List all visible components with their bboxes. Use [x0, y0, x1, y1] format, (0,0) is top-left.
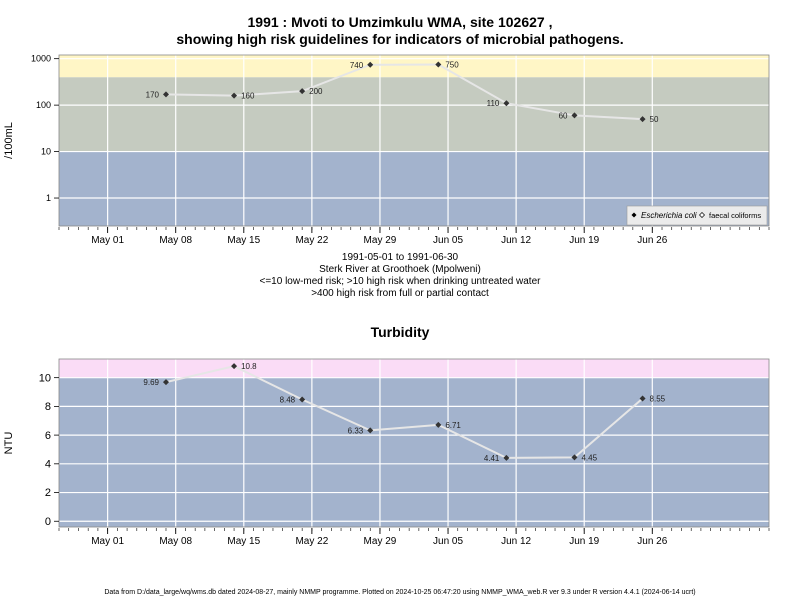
chart2-data-label-3: 6.33 — [348, 426, 364, 435]
chart1-data-point-0 — [162, 91, 169, 98]
chart1-y-axis-label: /100mL — [3, 122, 15, 159]
chart2-xtick-label-0: May 01 — [91, 536, 124, 547]
chart1-risk-band-2 — [59, 55, 769, 78]
chart2-ytick-label-2: 4 — [45, 458, 51, 470]
chart1-data-label-4: 750 — [445, 60, 459, 69]
chart1-caption-site: Sterk River at Groothoek (Mpolweni) — [319, 264, 481, 275]
chart2-data-point-1 — [231, 363, 238, 370]
chart1-xtick-label-2: May 15 — [227, 235, 260, 246]
chart2-data-label-2: 8.48 — [280, 395, 296, 404]
chart2-xtick-label-6: Jun 12 — [501, 536, 531, 547]
chart1-caption-drinking-guideline: <=10 low-med risk; >10 high risk when dr… — [259, 276, 541, 287]
chart2-xtick-label-4: May 29 — [364, 536, 397, 547]
fc-legend-marker — [699, 212, 705, 218]
chart1-legend: Escherichia coli faecal coliforms — [626, 205, 768, 226]
chart2-ytick-label-5: 10 — [39, 372, 51, 384]
chart1-xtick-label-8: Jun 26 — [637, 235, 667, 246]
chart2-risk-band-0 — [59, 377, 769, 527]
chart1-series-line-0 — [165, 63, 643, 121]
chart2-data-point-3 — [367, 427, 374, 434]
ecoli-legend-marker — [631, 212, 637, 218]
chart1-xtick-label-3: May 22 — [295, 235, 328, 246]
turbidity-chart: 0 2 4 6 8 10 May 01 May 08 May 15 May 22 May 29 Jun… — [3, 358, 770, 547]
footer-note: Data from D:/data_large/wq/wms.db dated … — [104, 589, 696, 596]
chart1-data-point-2 — [299, 88, 306, 95]
chart1-risk-band-1 — [59, 77, 769, 152]
chart2-data-point-5 — [503, 454, 510, 461]
chart1-data-point-1 — [231, 92, 238, 99]
ecoli-legend-label: Escherichia coli — [641, 211, 697, 220]
chart1-data-point-5 — [503, 100, 510, 107]
chart1-title-line2: showing high risk guidelines for indicat… — [176, 31, 624, 47]
chart2-xtick-label-2: May 15 — [227, 536, 260, 547]
chart1-title-line1: 1991 : Mvoti to Umzimkulu WMA, site 1026… — [247, 14, 553, 30]
chart2-data-label-7: 8.55 — [650, 394, 666, 403]
chart2-plot-frame — [58, 358, 770, 528]
chart1-data-label-5: 110 — [487, 99, 500, 108]
chart2-series-line-0 — [165, 365, 644, 459]
chart1-xtick-label-6: Jun 12 — [501, 235, 531, 246]
chart1-data-point-6 — [571, 112, 578, 119]
chart2-title: Turbidity — [370, 324, 430, 340]
chart1-xtick-label-0: May 01 — [91, 235, 124, 246]
chart1-xtick-label-7: Jun 19 — [569, 235, 599, 246]
chart1-plot-frame — [58, 54, 770, 227]
chart1-xtick-label-1: May 08 — [159, 235, 192, 246]
chart1-ytick-label-3: 1000 — [31, 54, 51, 64]
chart1-data-point-4 — [435, 61, 442, 68]
chart1-data-point-3 — [367, 61, 374, 68]
chart1-data-point-7 — [639, 116, 646, 123]
chart2-y-axis-label: NTU — [3, 432, 15, 455]
chart1-data-label-0: 170 — [146, 90, 160, 99]
chart1-ytick-label-1: 10 — [41, 147, 51, 157]
chart2-data-point-6 — [571, 454, 578, 461]
chart2-xtick-label-5: Jun 05 — [433, 536, 463, 547]
chart2-risk-band-1 — [59, 359, 769, 378]
chart1-xtick-label-5: Jun 05 — [433, 235, 463, 246]
chart2-data-point-4 — [435, 421, 442, 428]
chart2-ytick-label-0: 0 — [45, 516, 51, 528]
chart1-data-label-2: 200 — [309, 87, 323, 96]
fc-legend-label: faecal coliforms — [709, 211, 761, 220]
chart2-ytick-label-4: 8 — [45, 401, 51, 413]
chart2-data-point-2 — [299, 396, 306, 403]
chart2-xtick-label-3: May 22 — [295, 536, 328, 547]
chart1-ytick-label-0: 1 — [46, 193, 51, 203]
legend-box — [626, 205, 768, 226]
chart1-ytick-label-2: 100 — [36, 100, 51, 110]
chart1-data-label-7: 50 — [650, 115, 659, 124]
chart2-data-label-5: 4.41 — [484, 454, 500, 463]
chart1-data-label-3: 740 — [350, 61, 364, 70]
chart2-data-label-4: 6.71 — [445, 421, 461, 430]
chart2-xtick-label-7: Jun 19 — [569, 536, 599, 547]
chart1-xtick-label-4: May 29 — [364, 235, 397, 246]
chart2-data-point-0 — [162, 379, 169, 386]
chart2-xtick-label-1: May 08 — [159, 536, 192, 547]
chart2-xtick-label-8: Jun 26 — [637, 536, 667, 547]
chart2-data-label-6: 4.45 — [581, 453, 597, 462]
chart1-caption-date-range: 1991-05-01 to 1991-06-30 — [341, 252, 459, 263]
chart2-data-point-7 — [639, 395, 646, 402]
chart2-ytick-label-3: 6 — [45, 430, 51, 442]
chart1-data-label-6: 60 — [559, 111, 568, 120]
chart2-data-label-0: 9.69 — [143, 378, 159, 387]
chart2-data-label-1: 10.8 — [241, 362, 257, 371]
chart1-caption-contact-guideline: >400 high risk from full or partial cont… — [311, 288, 489, 299]
chart1-data-label-1: 160 — [241, 92, 255, 101]
chart2-ytick-label-1: 2 — [45, 487, 51, 499]
